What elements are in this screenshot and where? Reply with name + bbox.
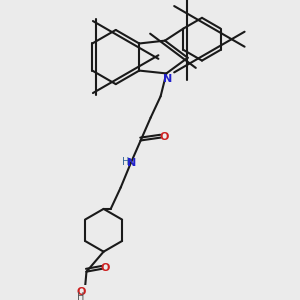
- Text: N: N: [163, 74, 172, 84]
- Text: O: O: [76, 287, 86, 298]
- Text: O: O: [101, 263, 110, 273]
- Text: O: O: [159, 132, 169, 142]
- Text: H: H: [77, 292, 85, 300]
- Text: H: H: [122, 157, 129, 167]
- Text: N: N: [128, 158, 137, 168]
